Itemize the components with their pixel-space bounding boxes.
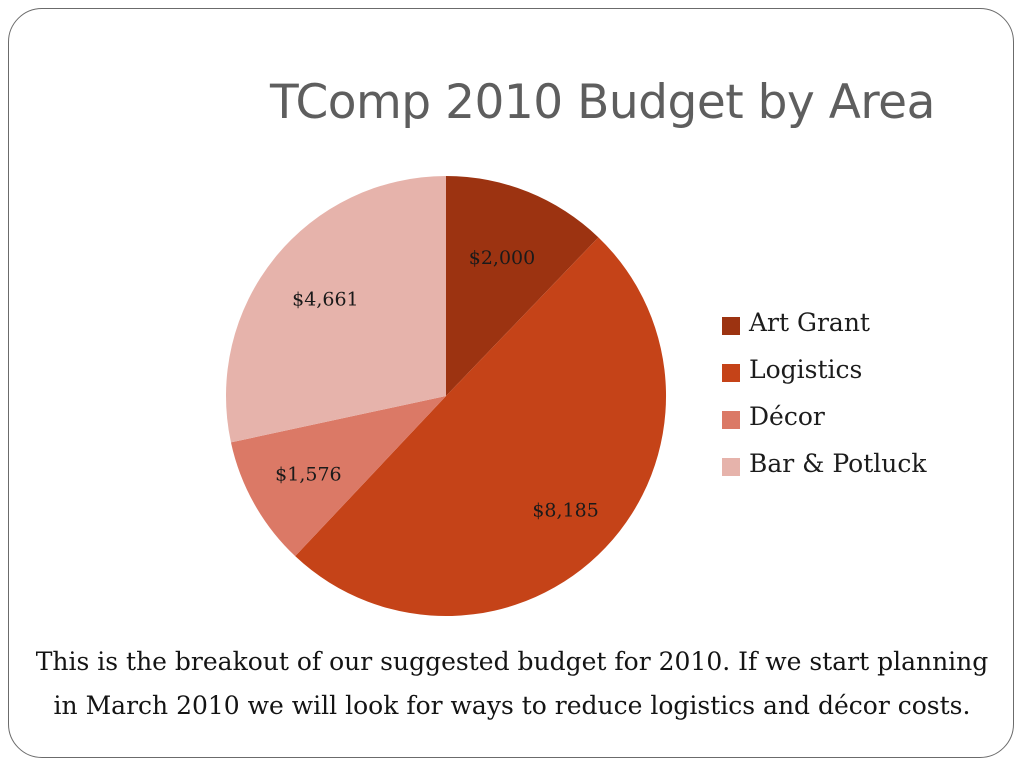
legend-label-decor: Décor bbox=[749, 402, 825, 431]
legend-swatch-bar-potluck bbox=[722, 458, 740, 476]
caption-line-1: This is the breakout of our suggested bu… bbox=[35, 647, 989, 676]
legend-label-logistics: Logistics bbox=[749, 355, 863, 384]
legend-item-logistics: Logistics bbox=[722, 353, 1002, 400]
legend-label-bar-potluck: Bar & Potluck bbox=[749, 449, 927, 478]
legend-item-bar-potluck: Bar & Potluck bbox=[722, 447, 1002, 494]
legend-item-art-grant: Art Grant bbox=[722, 306, 1002, 353]
chart-legend: Art Grant Logistics Décor Bar & Potluck bbox=[722, 306, 1002, 494]
legend-label-art-grant: Art Grant bbox=[749, 308, 870, 337]
caption-line-2: in March 2010 we will look for ways to r… bbox=[53, 691, 971, 720]
legend-swatch-art-grant bbox=[722, 317, 740, 335]
slide-caption: This is the breakout of our suggested bu… bbox=[12, 640, 1012, 728]
slide-title: TComp 2010 Budget by Area bbox=[270, 75, 935, 130]
legend-swatch-decor bbox=[722, 411, 740, 429]
legend-swatch-logistics bbox=[722, 364, 740, 382]
legend-item-decor: Décor bbox=[722, 400, 1002, 447]
